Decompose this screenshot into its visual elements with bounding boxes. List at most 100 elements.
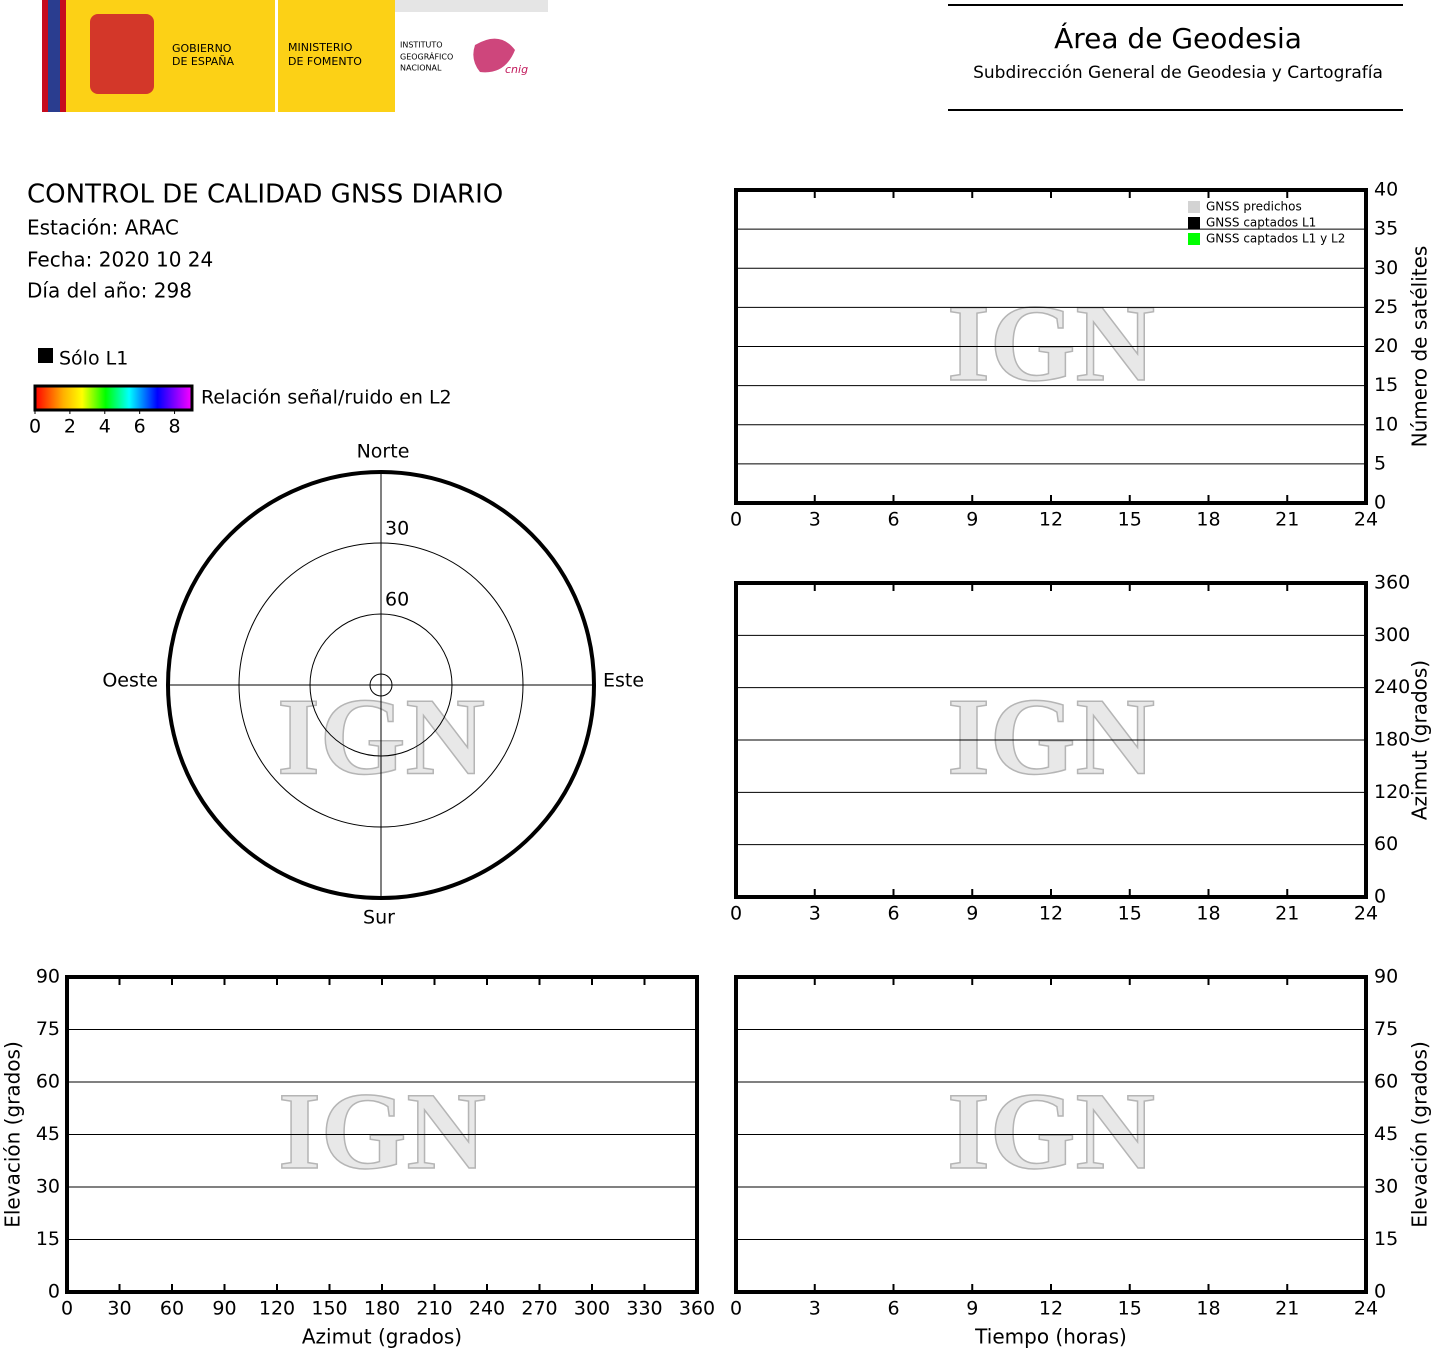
direction-label: Oeste (102, 670, 158, 692)
colorbar-tick-label: 6 (134, 416, 146, 438)
y-tick-label: 360 (1374, 572, 1410, 594)
x-tick-label: 3 (809, 903, 821, 925)
x-tick-label: 150 (311, 1298, 347, 1320)
x-axis-label: Azimut (grados) (302, 1325, 462, 1349)
plot-frame (65, 975, 699, 1294)
x-tick-label: 330 (626, 1298, 662, 1320)
y-tick-label: 45 (1374, 1123, 1398, 1145)
x-tick-label: 18 (1196, 903, 1220, 925)
x-tick-label: 0 (730, 903, 742, 925)
x-tick-label: 0 (730, 1298, 742, 1320)
y-tick-label: 0 (1374, 1281, 1386, 1303)
legend-label: GNSS captados L1 (1206, 216, 1316, 230)
logo-bar (42, 0, 548, 112)
y-tick-label: 60 (1374, 1071, 1398, 1093)
logo-text: GOBIERNO (172, 42, 232, 55)
y-tick-label: 35 (1374, 218, 1398, 240)
y-tick-label: 15 (1374, 374, 1398, 396)
colorbar-tick-label: 8 (169, 416, 181, 438)
x-axis-label: Tiempo (horas) (974, 1325, 1127, 1349)
y-tick-label: 300 (1374, 624, 1410, 646)
logo-text: NACIONAL (400, 64, 442, 73)
logo-text: cnig (505, 63, 528, 76)
x-tick-label: 300 (574, 1298, 610, 1320)
logo-text: DE ESPAÑA (172, 55, 235, 68)
plot-frame (734, 188, 1368, 505)
direction-label: Norte (357, 441, 410, 463)
report-info: Estación: ARAC (27, 216, 179, 240)
y-tick-label: 30 (1374, 1176, 1398, 1198)
watermark: IGN (278, 1070, 486, 1192)
x-tick-label: 18 (1196, 1298, 1220, 1320)
report-title: CONTROL DE CALIDAD GNSS DIARIO (27, 180, 503, 210)
area-title: Área de Geodesia (1054, 21, 1302, 55)
ring-label: 30 (385, 518, 409, 540)
legend-label: Sólo L1 (59, 348, 128, 370)
x-tick-label: 3 (809, 1298, 821, 1320)
plot-frame (734, 975, 1368, 1294)
x-tick-label: 12 (1039, 1298, 1063, 1320)
x-tick-label: 0 (61, 1298, 73, 1320)
area-subtitle: Subdirección General de Geodesia y Carto… (973, 63, 1383, 83)
legend-label: GNSS captados L1 y L2 (1206, 232, 1345, 246)
x-tick-label: 360 (679, 1298, 715, 1320)
x-tick-label: 9 (966, 1298, 978, 1320)
direction-label: Sur (363, 907, 395, 929)
x-tick-label: 270 (521, 1298, 557, 1320)
y-tick-label: 60 (36, 1071, 60, 1093)
y-tick-label: 0 (48, 1281, 60, 1303)
legend-swatch (1188, 233, 1200, 245)
y-tick-label: 15 (36, 1228, 60, 1250)
logo-text: DE FOMENTO (288, 55, 362, 68)
legend-swatch (1188, 201, 1200, 213)
report-info: Fecha: 2020 10 24 (27, 248, 213, 272)
x-tick-label: 6 (887, 903, 899, 925)
y-tick-label: 240 (1374, 676, 1410, 698)
logo-text: MINISTERIO (288, 41, 353, 54)
x-tick-label: 15 (1118, 903, 1142, 925)
x-tick-label: 9 (966, 903, 978, 925)
colorbar (33, 384, 194, 412)
x-tick-label: 9 (966, 509, 978, 531)
plot-frame (734, 581, 1368, 899)
x-tick-label: 6 (887, 1298, 899, 1320)
colorbar-tick-label: 0 (29, 416, 41, 438)
x-tick-label: 210 (416, 1298, 452, 1320)
colorbar-tick-label: 4 (99, 416, 111, 438)
x-tick-label: 6 (887, 509, 899, 531)
y-tick-label: 30 (1374, 257, 1398, 279)
legend-swatch (38, 348, 53, 363)
x-tick-label: 21 (1275, 903, 1299, 925)
y-tick-label: 20 (1374, 335, 1398, 357)
x-tick-label: 90 (212, 1298, 236, 1320)
x-tick-label: 240 (469, 1298, 505, 1320)
x-tick-label: 60 (160, 1298, 184, 1320)
y-tick-label: 25 (1374, 296, 1398, 318)
x-tick-label: 12 (1039, 509, 1063, 531)
y-tick-label: 30 (36, 1176, 60, 1198)
x-tick-label: 18 (1196, 509, 1220, 531)
x-tick-label: 24 (1354, 903, 1378, 925)
y-axis-label: Elevación (grados) (1408, 1041, 1432, 1228)
y-tick-label: 90 (36, 966, 60, 988)
y-tick-label: 45 (36, 1123, 60, 1145)
y-tick-label: 120 (1374, 781, 1410, 803)
x-tick-label: 21 (1275, 509, 1299, 531)
direction-label: Este (603, 670, 644, 692)
y-tick-label: 75 (1374, 1018, 1398, 1040)
y-tick-label: 40 (1374, 179, 1398, 201)
x-tick-label: 21 (1275, 1298, 1299, 1320)
legend-label: GNSS predichos (1206, 200, 1302, 214)
y-tick-label: 0 (1374, 492, 1386, 514)
x-tick-label: 24 (1354, 1298, 1378, 1320)
watermark: IGN (947, 675, 1155, 797)
y-tick-label: 60 (1374, 833, 1398, 855)
x-tick-label: 24 (1354, 509, 1378, 531)
y-tick-label: 0 (1374, 886, 1386, 908)
y-tick-label: 180 (1374, 729, 1410, 751)
x-tick-label: 0 (730, 509, 742, 531)
y-tick-label: 15 (1374, 1228, 1398, 1250)
y-tick-label: 5 (1374, 452, 1386, 474)
y-tick-label: 90 (1374, 966, 1398, 988)
